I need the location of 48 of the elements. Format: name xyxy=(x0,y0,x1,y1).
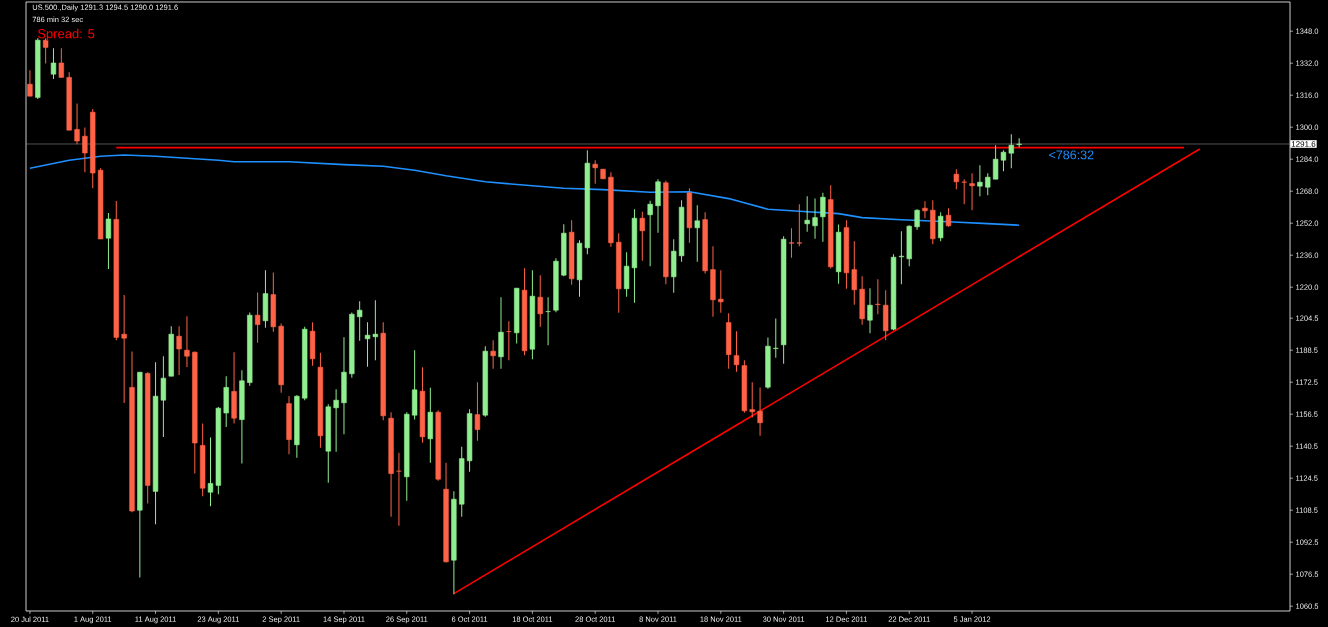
candlestick xyxy=(788,227,795,259)
candlestick xyxy=(977,164,983,197)
candlestick xyxy=(953,168,959,190)
candlestick xyxy=(74,102,80,145)
candlestick xyxy=(773,318,779,359)
candlestick xyxy=(474,381,481,442)
candlestick xyxy=(50,47,57,80)
candlestick xyxy=(820,192,826,243)
candlestick xyxy=(490,339,496,370)
candlestick xyxy=(58,47,64,78)
candlestick xyxy=(176,325,182,376)
candlestick xyxy=(851,240,857,306)
candlestick xyxy=(105,212,112,270)
candlestick xyxy=(914,208,920,231)
candlestick xyxy=(121,294,127,404)
candlestick xyxy=(875,278,881,315)
candlestick xyxy=(254,292,261,344)
annotation: Spread: 5 xyxy=(37,28,95,41)
candlestick xyxy=(733,330,740,373)
candlestick xyxy=(961,178,967,205)
candlestick xyxy=(796,203,802,247)
candlestick xyxy=(749,381,755,419)
candlestick xyxy=(537,274,543,328)
candlestick xyxy=(985,172,991,196)
candlestick xyxy=(718,269,724,314)
candlestick xyxy=(647,200,653,267)
ref-line-label: 1291.6 xyxy=(1291,141,1316,147)
candlestick xyxy=(592,159,598,185)
candlestick xyxy=(655,178,661,234)
candlestick xyxy=(357,300,363,342)
candlestick xyxy=(867,287,873,334)
candlestick xyxy=(694,204,700,263)
candlestick xyxy=(898,230,905,285)
annotation: <786:32 xyxy=(1049,150,1094,160)
candlestick xyxy=(945,207,952,228)
candlestick xyxy=(639,211,645,262)
candlestick xyxy=(804,195,810,233)
candlestick xyxy=(969,172,975,211)
candlestick xyxy=(937,211,944,242)
line-series xyxy=(29,154,1020,226)
candlestick xyxy=(82,126,88,173)
candlestick xyxy=(922,200,928,219)
candlestick xyxy=(757,387,763,437)
candlestick xyxy=(812,198,818,240)
candlestick xyxy=(1008,133,1014,169)
candlestick xyxy=(27,69,33,97)
candlestick xyxy=(184,315,190,368)
candlestick xyxy=(333,388,339,453)
